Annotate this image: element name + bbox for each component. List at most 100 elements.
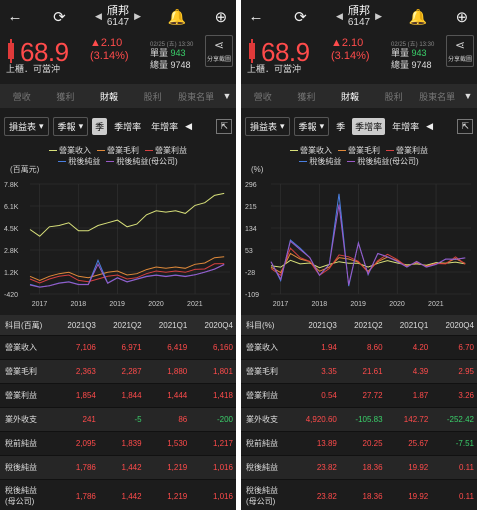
period-select[interactable]: 季報 ▾: [293, 116, 330, 136]
table-row[interactable]: 營業毛利 3.35 21.61 4.39 2.95: [241, 359, 477, 383]
statement-select[interactable]: 損益表 ▾: [245, 116, 290, 136]
refresh-icon[interactable]: ⟳: [53, 8, 66, 26]
table-row[interactable]: 稅後純益 (母公司) 23.82 18.36 19.92 0.11: [241, 479, 477, 510]
legend-label: 營業毛利: [107, 146, 139, 155]
tab-revenue[interactable]: 營收: [12, 91, 31, 102]
panel-quarterly-growth: ← ⟳ ◀ 頎邦 6147 ▶ 🔔 ⊕ 68.9 ▲2.10 (3.14%) 0…: [241, 0, 477, 510]
prev-stock-icon[interactable]: ◀: [335, 11, 343, 21]
bell-icon[interactable]: 🔔: [167, 8, 187, 26]
x-tick-label: 2020: [148, 301, 164, 308]
table-cell: 23.82: [316, 463, 337, 472]
chart-legend: 營業收入 營業毛利 營業利益 稅後純益 稅後純益(母公司): [241, 145, 477, 167]
tab-financials[interactable]: 財報: [340, 91, 359, 102]
mode-yoy[interactable]: 年增率: [151, 121, 179, 132]
x-tick-label: 2020: [389, 301, 405, 308]
bell-icon[interactable]: 🔔: [408, 8, 428, 26]
table-row[interactable]: 營業利益 0.54 27.72 1.87 3.26: [241, 383, 477, 407]
financial-table: 科目(%) 2021Q3 2021Q2 2021Q1 2020Q4 營業收入 1.94 8.6…: [241, 315, 477, 510]
chart-svg: (百萬元) 7.8K 6.1K 4.5K 2.8K 1.2K -420 2017 2018 201…: [4, 164, 230, 308]
table-cell: -5: [134, 415, 142, 424]
x-tick-label: 2018: [71, 301, 87, 308]
period-select[interactable]: 季報 ▾: [52, 116, 89, 136]
share-button[interactable]: ⋖ 分享截圖: [205, 35, 233, 67]
tab-profit[interactable]: 獲利: [56, 91, 75, 102]
next-stock-icon[interactable]: ▶: [134, 11, 142, 21]
tab-shareholders[interactable]: 股東名單: [419, 91, 456, 102]
tab-revenue[interactable]: 營收: [253, 91, 272, 102]
row-label: 營業收入: [5, 343, 37, 352]
table-cell: 6,160: [212, 343, 233, 352]
column-header: 2021Q1: [399, 320, 429, 330]
y-tick-label: 4.5K: [4, 226, 19, 233]
tabs-dropdown-icon[interactable]: ▼: [463, 91, 473, 101]
legend-label: 營業收入: [59, 146, 91, 155]
share-button[interactable]: ⋖ 分享截圖: [446, 35, 474, 67]
back-arrow-icon[interactable]: ←: [7, 8, 23, 25]
panel-quarterly-values: ← ⟳ ◀ 頎邦 6147 ▶ 🔔 ⊕ 68.9 ▲2.10 (3.14%) 0…: [0, 0, 236, 510]
x-tick-label: 2019: [350, 301, 366, 308]
report-toolbar: 損益表 ▾ 季報 ▾ 季 季增率 年增率 ◀ ⇱: [241, 115, 477, 137]
mode-qoq[interactable]: 季增率: [114, 121, 142, 132]
table-cell: 27.72: [362, 391, 383, 400]
mode-quarter[interactable]: 季: [336, 121, 346, 132]
table-row[interactable]: 業外收支 241 -5 86 -200: [0, 407, 236, 431]
y-tick-label: 1.2K: [4, 270, 19, 277]
add-circle-icon[interactable]: ⊕: [214, 8, 228, 26]
series-line: [270, 204, 466, 285]
tab-shareholders[interactable]: 股東名單: [178, 91, 215, 102]
export-icon[interactable]: ⇱: [216, 118, 232, 134]
table-cell: 8.60: [366, 343, 383, 352]
export-icon[interactable]: ⇱: [457, 118, 473, 134]
tab-dividend[interactable]: 股利: [143, 91, 162, 102]
statement-select[interactable]: 損益表 ▾: [4, 116, 49, 136]
vol-label: 單量: [150, 48, 169, 58]
next-stock-icon[interactable]: ▶: [375, 11, 383, 21]
legend-label: 稅後純益(母公司): [357, 157, 419, 166]
series-line: [270, 247, 466, 277]
add-circle-icon[interactable]: ⊕: [455, 8, 469, 26]
table-row[interactable]: 營業利益 1,854 1,844 1,444 1,418: [0, 383, 236, 407]
y-unit-label: (百萬元): [10, 164, 40, 174]
scroll-left-icon[interactable]: ◀: [426, 120, 434, 131]
table-row[interactable]: 稅後純益 1,786 1,442 1,219 1,016: [0, 455, 236, 479]
tab-dividend[interactable]: 股利: [384, 91, 403, 102]
scroll-left-icon[interactable]: ◀: [185, 120, 193, 131]
chevron-down-icon: ▾: [39, 120, 44, 131]
legend-item: 稅後純益(母公司): [347, 156, 419, 167]
table-cell: 1,219: [167, 463, 188, 472]
table-cell: 25.67: [408, 439, 429, 448]
vol-value: 943: [170, 48, 186, 58]
mode-yoy[interactable]: 年增率: [392, 121, 420, 132]
total-value: 9748: [411, 60, 432, 70]
table-row[interactable]: 業外收支 4,920.60 -105.83 142.72 -252.42: [241, 407, 477, 431]
quote-date: 02/25 (五) 13:30: [150, 42, 194, 48]
table-row[interactable]: 稅後純益 23.82 18.36 19.92 0.11: [241, 455, 477, 479]
mode-qoq[interactable]: 季增率: [352, 117, 386, 135]
table-cell: 1,217: [212, 439, 233, 448]
table-cell: 23.82: [316, 491, 337, 501]
legend-item: 營業收入: [290, 145, 332, 156]
refresh-icon[interactable]: ⟳: [294, 8, 307, 26]
row-label: 營業毛利: [5, 367, 37, 376]
table-row[interactable]: 營業收入 1.94 8.60 4.20 6.70: [241, 335, 477, 359]
tab-financials[interactable]: 財報: [99, 91, 118, 102]
stock-code: 6147: [347, 16, 371, 28]
top-bar: ← ⟳ ◀ 頎邦 6147 ▶ 🔔 ⊕: [0, 0, 236, 33]
back-arrow-icon[interactable]: ←: [248, 8, 264, 25]
row-label: 稅前純益: [5, 439, 37, 448]
chevron-down-icon: ▾: [78, 120, 84, 131]
table-row[interactable]: 稅前純益 13.89 20.25 25.67 -7.51: [241, 431, 477, 455]
tab-profit[interactable]: 獲利: [297, 91, 316, 102]
statement-label: 損益表: [9, 121, 37, 132]
table-row[interactable]: 營業收入 7,106 6,971 6,419 6,160: [0, 335, 236, 359]
tabs-dropdown-icon[interactable]: ▼: [222, 91, 232, 101]
table-cell: 1,530: [167, 439, 188, 448]
prev-stock-icon[interactable]: ◀: [94, 11, 102, 21]
table-row[interactable]: 營業毛利 2,363 2,287 1,880 1,801: [0, 359, 236, 383]
table-row[interactable]: 稅前純益 2,095 1,839 1,530 1,217: [0, 431, 236, 455]
change-percent: (3.14%): [90, 50, 129, 62]
mode-quarter[interactable]: 季: [92, 117, 108, 135]
volume-info: 單量 943 總量 9748: [391, 47, 432, 71]
table-row[interactable]: 稅後純益 (母公司) 1,786 1,442 1,219 1,016: [0, 479, 236, 510]
column-header: 2020Q4: [204, 320, 233, 330]
